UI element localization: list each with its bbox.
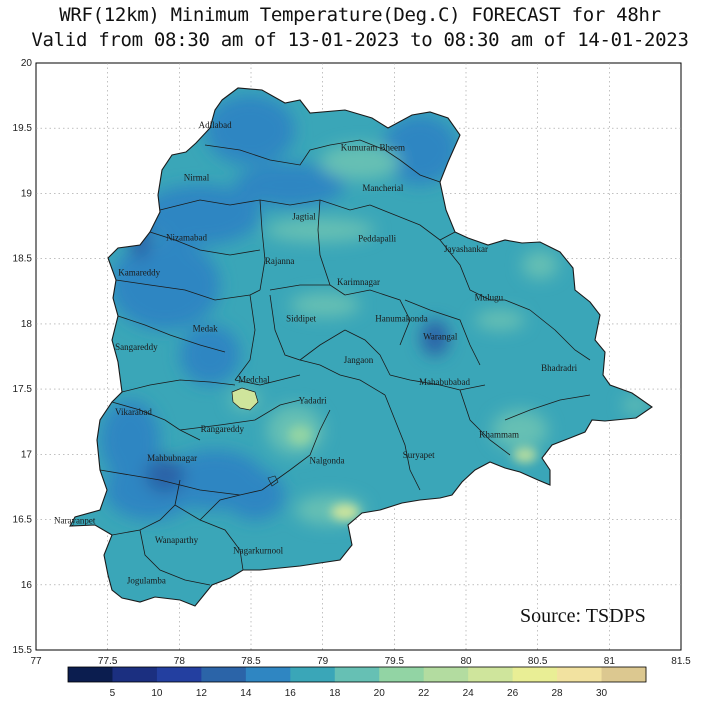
colorbar-label: 10 — [151, 688, 163, 699]
district-label: Nagarkurnool — [233, 545, 283, 555]
y-tick-label: 18 — [21, 319, 33, 330]
colorbar-swatch — [468, 667, 514, 682]
x-tick-label: 77 — [30, 656, 42, 667]
colorbar-label: 22 — [418, 688, 430, 699]
x-tick-label: 78.5 — [241, 656, 261, 667]
x-axis-ticks: 77 77.5 78 78.5 79 79.5 80 80.5 81 81.5 — [30, 656, 691, 667]
colorbar-label: 28 — [552, 688, 564, 699]
x-tick-label: 80.5 — [528, 656, 548, 667]
district-label: Medchal — [238, 375, 270, 385]
x-tick-label: 81 — [604, 656, 616, 667]
colorbar-swatch — [557, 667, 603, 682]
hyderabad-city-boundary — [231, 387, 259, 411]
colorbar-swatch — [112, 667, 158, 682]
small-boundary — [267, 475, 279, 487]
source-text: Source: TSDPS — [520, 605, 646, 627]
district-label: Nizamabad — [166, 232, 207, 242]
colorbar-swatch — [290, 667, 336, 682]
map-title-line2: Valid from 08:30 am of 13-01-2023 to 08:… — [31, 29, 689, 51]
y-tick-label: 17 — [21, 449, 33, 460]
telangana-state-outline — [69, 87, 653, 607]
colorbar-swatch — [156, 667, 202, 682]
district-label: Wanaparthy — [155, 535, 199, 545]
district-label: Kumuram Bheem — [341, 142, 405, 152]
district-label: Nirmal — [184, 172, 210, 182]
district-label: Sangareddy — [115, 342, 158, 352]
y-tick-label: 18.5 — [13, 254, 33, 265]
y-tick-label: 16.5 — [13, 515, 33, 526]
district-label: Nalgonda — [309, 455, 344, 465]
district-labels: Adilabad Kumuram Bheem Nirmal Mancherial Jag… — [54, 120, 578, 585]
district-label: Jogulamba — [127, 575, 166, 585]
colorbar-label: 20 — [374, 688, 386, 699]
district-label: Hanumakonda — [375, 313, 427, 323]
x-tick-label: 80 — [460, 656, 472, 667]
colorbar-swatch — [512, 667, 558, 682]
district-label: Siddipet — [286, 313, 317, 323]
district-label: Warangal — [423, 332, 458, 342]
district-boundaries — [99, 139, 591, 586]
x-tick-label: 79 — [317, 656, 329, 667]
colorbar-label: 30 — [596, 688, 608, 699]
colorbar-label: 24 — [463, 688, 475, 699]
colorbar-label: 16 — [285, 688, 297, 699]
district-label: Jagtial — [292, 212, 316, 222]
district-label: Peddapalli — [358, 234, 396, 244]
district-label: Rajanna — [265, 256, 295, 266]
district-label: Kamareddy — [118, 268, 160, 278]
district-label: Suryapet — [403, 450, 435, 460]
district-label: Mahbubnagar — [147, 453, 197, 463]
x-tick-label: 77.5 — [98, 656, 118, 667]
colorbar-label: 14 — [240, 688, 252, 699]
colorbar-label: 5 — [110, 688, 116, 699]
x-tick-label: 79.5 — [385, 656, 405, 667]
colorbar-label: 12 — [196, 688, 208, 699]
district-label: Mulugu — [475, 292, 504, 302]
district-label: Rangareddy — [201, 424, 245, 434]
district-label: Vikarabad — [115, 407, 152, 417]
district-label: Jangaon — [344, 355, 374, 365]
district-label: Jayashankar — [444, 244, 488, 254]
y-tick-label: 15.5 — [13, 645, 33, 656]
y-tick-label: 17.5 — [13, 384, 33, 395]
y-axis-ticks: 20 19.5 19 18.5 18 17.5 17 16.5 16 15.5 — [13, 58, 33, 656]
district-label: Mahabubabad — [419, 377, 470, 387]
district-label: Adilabad — [199, 120, 232, 130]
colorbar-swatch — [379, 667, 425, 682]
colorbar-swatch — [423, 667, 469, 682]
colorbar-swatch — [201, 667, 247, 682]
map-title-line1: WRF(12km) Minimum Temperature(Deg.C) FOR… — [59, 4, 661, 26]
x-tick-label: 81.5 — [671, 656, 691, 667]
district-label: Mancherial — [362, 183, 403, 193]
colorbar-swatch — [245, 667, 291, 682]
district-label: Yadadri — [299, 395, 328, 405]
district-label: Narayanpet — [54, 515, 96, 525]
colorbar-swatch — [68, 667, 113, 682]
colorbar-label: 18 — [329, 688, 341, 699]
district-label: Khammam — [479, 429, 519, 439]
y-tick-label: 20 — [21, 58, 33, 69]
colorbar-swatch — [601, 667, 647, 682]
y-tick-label: 19 — [21, 188, 33, 199]
district-label: Medak — [193, 324, 218, 334]
x-tick-label: 78 — [174, 656, 186, 667]
y-tick-label: 19.5 — [13, 123, 33, 134]
district-label: Karimnagar — [337, 277, 380, 287]
district-label: Bhadradri — [541, 363, 577, 373]
colorbar: 5 10 12 14 16 18 20 22 24 26 28 30 — [67, 666, 647, 699]
temperature-field — [100, 95, 647, 525]
colorbar-frame — [67, 666, 647, 683]
colorbar-label: 26 — [507, 688, 519, 699]
y-tick-label: 16 — [21, 580, 33, 591]
colorbar-swatch — [334, 667, 380, 682]
